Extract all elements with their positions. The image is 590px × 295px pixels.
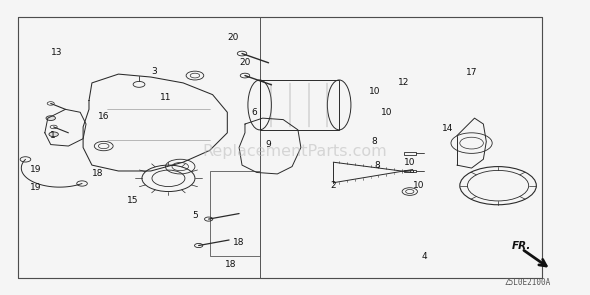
Text: 4: 4 — [422, 252, 427, 261]
Text: 16: 16 — [98, 112, 110, 121]
Text: 20: 20 — [228, 33, 239, 42]
Text: 19: 19 — [30, 165, 42, 174]
Text: 13: 13 — [51, 47, 63, 57]
Text: 10: 10 — [413, 181, 424, 190]
Text: 8: 8 — [375, 160, 381, 170]
Text: Z5L0E2100A: Z5L0E2100A — [504, 278, 550, 287]
Text: 18: 18 — [233, 238, 245, 248]
Text: 3: 3 — [151, 67, 156, 76]
Text: 6: 6 — [251, 108, 257, 117]
Circle shape — [46, 116, 55, 120]
Text: 2: 2 — [330, 181, 336, 190]
Text: 1: 1 — [50, 131, 55, 140]
Text: 10: 10 — [404, 158, 415, 167]
Text: 17: 17 — [466, 68, 477, 77]
Bar — [404, 170, 416, 173]
Text: 5: 5 — [192, 211, 198, 219]
Circle shape — [49, 132, 58, 137]
Text: 19: 19 — [30, 183, 42, 192]
Text: 18: 18 — [92, 169, 104, 178]
Text: 10: 10 — [381, 108, 392, 117]
Text: 20: 20 — [240, 58, 251, 67]
Text: 14: 14 — [442, 124, 454, 133]
Bar — [404, 152, 416, 155]
Text: 11: 11 — [160, 93, 171, 102]
Text: 9: 9 — [266, 140, 271, 149]
Text: ReplacementParts.com: ReplacementParts.com — [202, 145, 388, 159]
Text: 10: 10 — [369, 87, 380, 96]
Text: FR.: FR. — [512, 241, 531, 251]
Text: 18: 18 — [225, 260, 236, 269]
Text: 15: 15 — [127, 196, 139, 205]
Text: 12: 12 — [398, 78, 409, 87]
Text: 8: 8 — [372, 137, 378, 146]
